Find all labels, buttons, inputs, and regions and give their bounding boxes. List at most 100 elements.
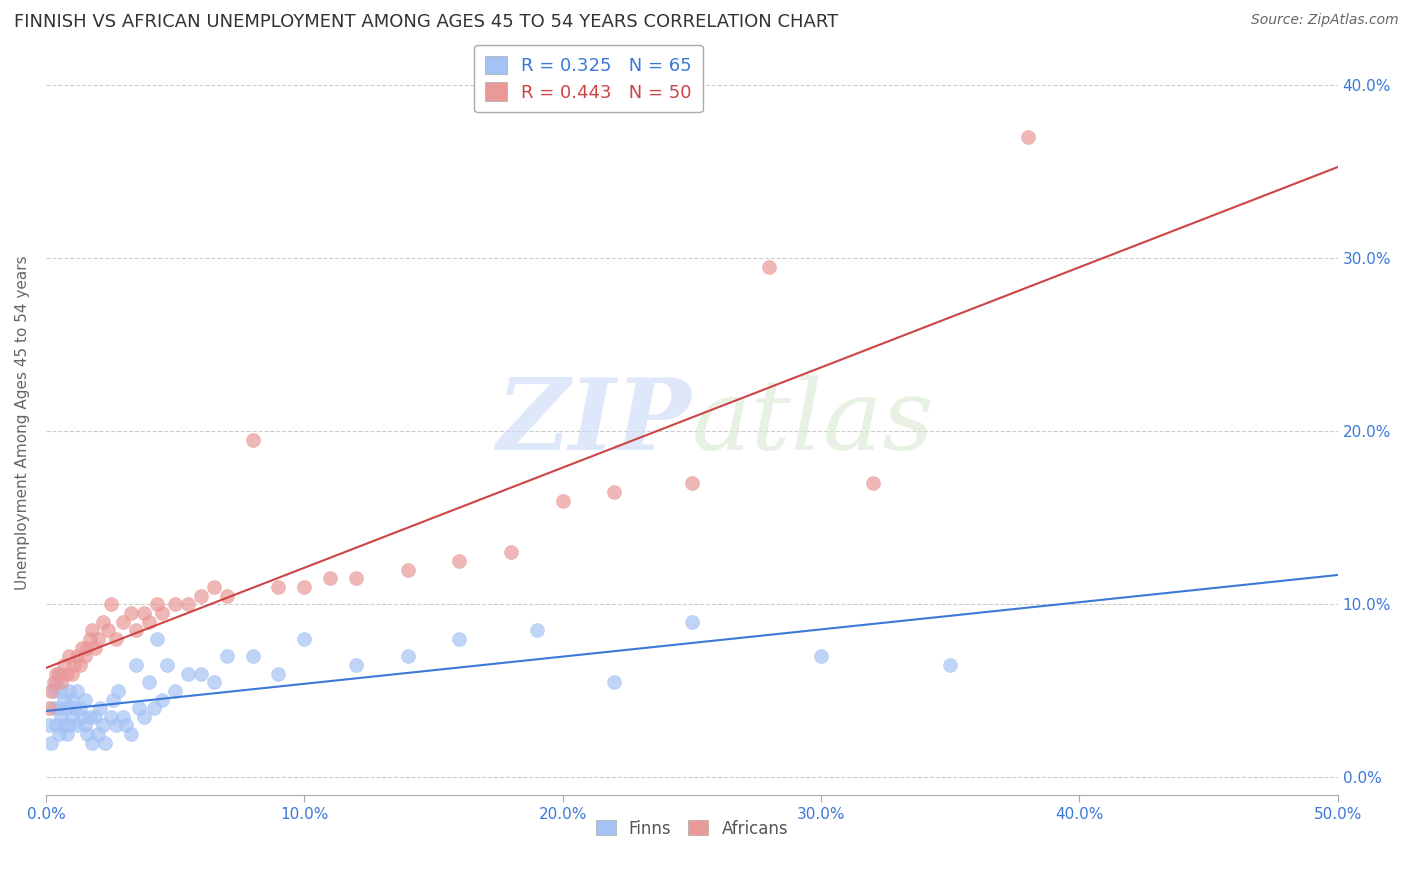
- Point: [69, 701, 91, 715]
- Point: [104, 632, 127, 646]
- Point: [499, 545, 522, 559]
- Point: [120, 606, 142, 620]
- Point: [51, 710, 73, 724]
- Point: [84, 710, 107, 724]
- Point: [190, 589, 212, 603]
- Point: [396, 563, 419, 577]
- Point: [146, 632, 169, 646]
- Point: [138, 615, 160, 629]
- Point: [449, 632, 471, 646]
- Point: [55, 727, 77, 741]
- Point: [138, 675, 160, 690]
- Text: FINNISH VS AFRICAN UNEMPLOYMENT AMONG AGES 45 TO 54 YEARS CORRELATION CHART: FINNISH VS AFRICAN UNEMPLOYMENT AMONG AG…: [14, 13, 838, 31]
- Point: [165, 598, 187, 612]
- Point: [79, 632, 101, 646]
- Point: [94, 736, 117, 750]
- Point: [319, 571, 342, 585]
- Point: [73, 649, 96, 664]
- Point: [70, 640, 93, 655]
- Point: [292, 632, 315, 646]
- Point: [53, 657, 76, 672]
- Point: [63, 657, 86, 672]
- Point: [125, 624, 148, 638]
- Point: [60, 666, 83, 681]
- Point: [48, 727, 70, 741]
- Point: [177, 666, 200, 681]
- Point: [58, 649, 80, 664]
- Point: [86, 727, 108, 741]
- Point: [48, 666, 70, 681]
- Point: [82, 624, 104, 638]
- Point: [267, 580, 290, 594]
- Point: [100, 710, 122, 724]
- Point: [89, 701, 111, 715]
- Point: [97, 624, 120, 638]
- Point: [150, 606, 173, 620]
- Point: [58, 718, 80, 732]
- Point: [76, 640, 98, 655]
- Point: [104, 718, 127, 732]
- Point: [344, 571, 367, 585]
- Point: [48, 666, 70, 681]
- Point: [39, 736, 62, 750]
- Point: [202, 675, 225, 690]
- Point: [344, 657, 367, 672]
- Point: [38, 718, 60, 732]
- Point: [242, 433, 264, 447]
- Point: [45, 718, 67, 732]
- Point: [939, 657, 962, 672]
- Point: [681, 615, 703, 629]
- Point: [101, 692, 124, 706]
- Point: [603, 484, 626, 499]
- Point: [91, 718, 114, 732]
- Point: [73, 692, 96, 706]
- Point: [215, 649, 238, 664]
- Point: [551, 493, 574, 508]
- Point: [810, 649, 832, 664]
- Point: [53, 692, 76, 706]
- Point: [60, 692, 83, 706]
- Point: [45, 666, 67, 681]
- Point: [42, 684, 65, 698]
- Point: [58, 684, 80, 698]
- Point: [53, 718, 76, 732]
- Point: [38, 701, 60, 715]
- Y-axis label: Unemployment Among Ages 45 to 54 years: Unemployment Among Ages 45 to 54 years: [15, 255, 30, 590]
- Point: [115, 718, 138, 732]
- Point: [1017, 130, 1039, 145]
- Point: [73, 718, 96, 732]
- Point: [190, 666, 212, 681]
- Point: [45, 675, 67, 690]
- Point: [51, 684, 73, 698]
- Point: [82, 736, 104, 750]
- Point: [603, 675, 626, 690]
- Point: [84, 640, 107, 655]
- Point: [48, 701, 70, 715]
- Point: [125, 657, 148, 672]
- Point: [156, 657, 179, 672]
- Point: [681, 476, 703, 491]
- Point: [120, 727, 142, 741]
- Point: [165, 684, 187, 698]
- Point: [60, 710, 83, 724]
- Point: [51, 675, 73, 690]
- Point: [134, 606, 156, 620]
- Point: [242, 649, 264, 664]
- Point: [76, 727, 98, 741]
- Point: [42, 675, 65, 690]
- Text: Source: ZipAtlas.com: Source: ZipAtlas.com: [1251, 13, 1399, 28]
- Point: [758, 260, 780, 274]
- Text: ZIP: ZIP: [496, 375, 692, 471]
- Point: [150, 692, 173, 706]
- Point: [526, 624, 548, 638]
- Point: [396, 649, 419, 664]
- Point: [91, 615, 114, 629]
- Point: [143, 701, 166, 715]
- Point: [112, 615, 135, 629]
- Point: [55, 701, 77, 715]
- Point: [292, 580, 315, 594]
- Point: [449, 554, 471, 568]
- Point: [86, 632, 108, 646]
- Point: [862, 476, 884, 491]
- Point: [39, 684, 62, 698]
